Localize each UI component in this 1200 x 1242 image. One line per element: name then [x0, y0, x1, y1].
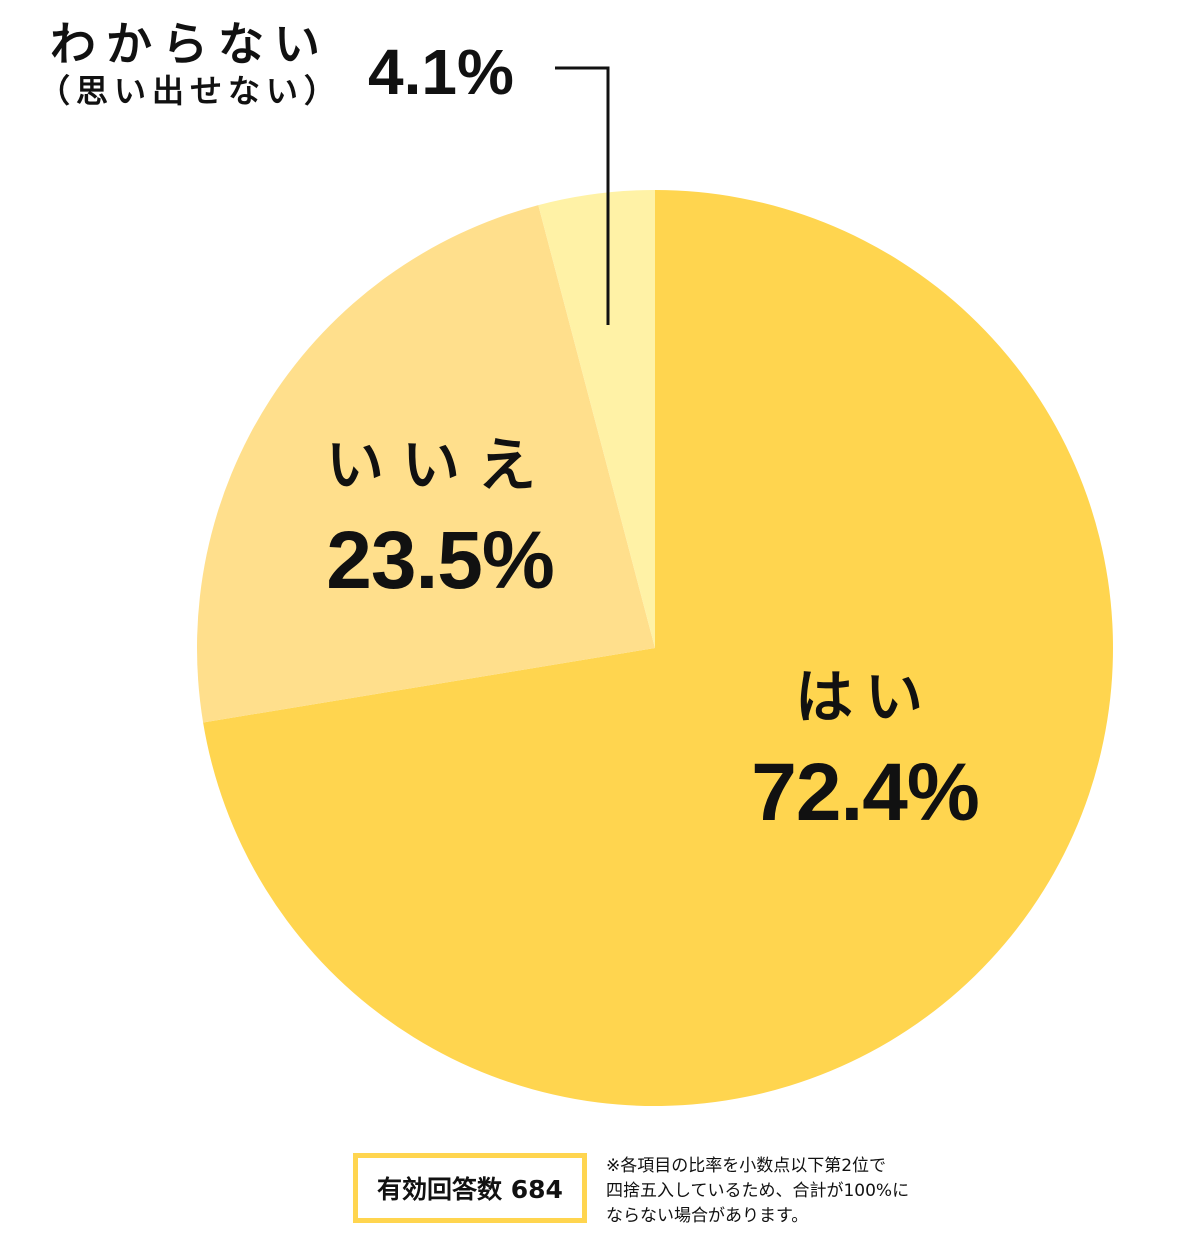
- note-line: ならない場合があります。: [606, 1206, 809, 1226]
- valid-responses-badge: 有効回答数 684: [353, 1153, 587, 1223]
- rounding-note: ※各項目の比率を小数点以下第2位で 四捨五入しているため、合計が100%に なら…: [606, 1154, 986, 1229]
- label-dontknow-line1: わからない: [50, 17, 330, 71]
- pie-slice-0: [203, 190, 1114, 1107]
- label-no-percent: 23.5%: [326, 515, 555, 606]
- label-yes-percent: 72.4%: [751, 747, 980, 838]
- slice-label-no: いいえ 23.5%: [290, 436, 590, 602]
- slice-label-yes: はい 72.4%: [720, 668, 1010, 834]
- pie-slice-1: [197, 205, 656, 723]
- pie-slice-2: [538, 190, 655, 648]
- label-dontknow-line2: （思い出せない）: [37, 71, 342, 110]
- slice-label-dontknow: わからない （思い出せない）: [20, 18, 360, 112]
- leader-line: [555, 66, 610, 325]
- label-yes-name: はい: [794, 663, 935, 731]
- note-line: 四捨五入しているため、合計が100%に: [606, 1181, 910, 1201]
- label-dontknow-percent: 4.1%: [368, 36, 514, 108]
- label-no-name: いいえ: [325, 431, 554, 499]
- note-line: ※各項目の比率を小数点以下第2位で: [606, 1156, 887, 1176]
